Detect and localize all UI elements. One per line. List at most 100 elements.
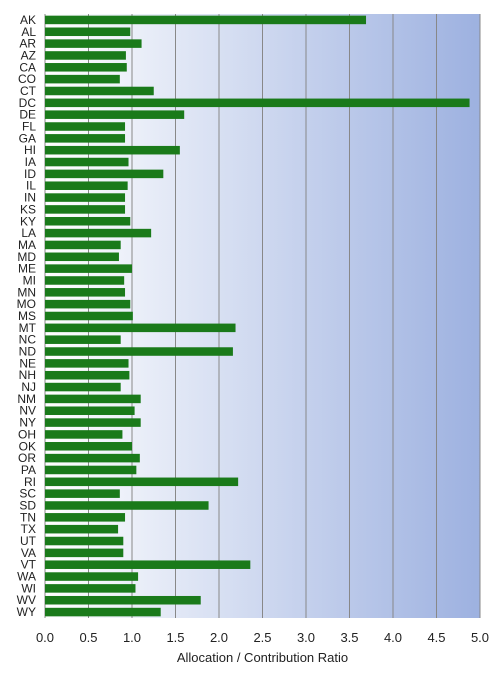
x-tick-label: 1.0 xyxy=(123,630,141,645)
bar-ms xyxy=(45,311,133,321)
category-label: OR xyxy=(18,451,36,465)
category-label: TX xyxy=(21,522,36,536)
category-label: TN xyxy=(20,510,36,524)
bar-ca xyxy=(45,63,127,72)
category-label: VA xyxy=(21,546,36,560)
x-tick-label: 3.0 xyxy=(297,630,315,645)
x-tick-label: 1.5 xyxy=(166,630,184,645)
category-label: SC xyxy=(19,487,36,501)
x-tick-label: 0.0 xyxy=(36,630,54,645)
x-tick-label: 4.5 xyxy=(427,630,445,645)
category-label: CA xyxy=(19,60,36,74)
bar-nm xyxy=(45,394,141,404)
bar-wa xyxy=(45,572,139,581)
bar-il xyxy=(45,181,128,190)
bar-ut xyxy=(45,536,124,546)
bar-ma xyxy=(45,240,121,250)
bar-de xyxy=(45,110,185,119)
x-axis-title: Allocation / Contribution Ratio xyxy=(177,650,348,665)
category-label: AL xyxy=(21,25,36,39)
bar-mi xyxy=(45,276,125,285)
x-tick-label: 3.5 xyxy=(340,630,358,645)
x-tick-label: 2.5 xyxy=(253,630,271,645)
category-label: LA xyxy=(21,226,36,240)
bar-ri xyxy=(45,477,239,487)
category-label: WV xyxy=(17,593,36,607)
x-tick-labels: 0.0 0.5 1.0 1.5 2.0 2.5 3.0 3.5 4.0 4.5 5.0 xyxy=(36,630,489,645)
category-label: PA xyxy=(21,463,36,477)
category-label: CT xyxy=(20,84,37,98)
category-label: HI xyxy=(24,143,36,157)
category-label: OH xyxy=(18,427,36,441)
category-label: GA xyxy=(19,131,36,145)
bar-hi xyxy=(45,145,180,155)
category-label: ID xyxy=(24,167,36,181)
category-label: MA xyxy=(18,238,36,252)
bar-mo xyxy=(45,299,131,309)
bar-tx xyxy=(45,524,119,534)
category-label: DE xyxy=(19,108,36,122)
bar-wi xyxy=(45,584,136,593)
bar-tn xyxy=(45,513,126,522)
category-label: AK xyxy=(20,13,36,27)
bar-la xyxy=(45,228,152,238)
category-label: WY xyxy=(17,605,36,619)
bar-nj xyxy=(45,382,121,392)
bar-dc xyxy=(45,98,470,108)
bar-co xyxy=(45,74,120,84)
category-label: NY xyxy=(19,416,36,430)
category-label: IL xyxy=(26,179,36,193)
category-label: NC xyxy=(19,333,37,347)
bar-nh xyxy=(45,370,130,380)
bar-nc xyxy=(45,335,121,344)
category-label: CO xyxy=(18,72,36,86)
bar-ks xyxy=(45,205,126,214)
bar-va xyxy=(45,548,124,558)
category-label: MN xyxy=(17,285,36,299)
category-label: ND xyxy=(19,345,37,359)
bar-ar xyxy=(45,39,142,48)
x-tick-label: 4.0 xyxy=(384,630,402,645)
category-label: KS xyxy=(20,202,36,216)
bar-fl xyxy=(45,122,126,131)
bar-ne xyxy=(45,359,129,368)
category-label: MI xyxy=(23,273,36,287)
bar-sd xyxy=(45,501,209,510)
bar-nv xyxy=(45,406,135,416)
bar-sc xyxy=(45,489,120,498)
category-label: MS xyxy=(18,309,36,323)
bar-al xyxy=(45,27,131,37)
category-label: SD xyxy=(19,498,36,512)
category-label: MO xyxy=(17,297,36,311)
category-label: NE xyxy=(19,356,36,370)
category-label: NH xyxy=(19,368,36,382)
bar-oh xyxy=(45,430,123,439)
bars xyxy=(45,15,470,617)
bar-or xyxy=(45,453,140,463)
category-label: FL xyxy=(22,120,36,134)
x-tick-label: 0.5 xyxy=(79,630,97,645)
x-tick-label: 5.0 xyxy=(471,630,489,645)
bar-vt xyxy=(45,560,251,569)
category-label: WA xyxy=(17,570,36,584)
bar-id xyxy=(45,169,164,179)
bar-mt xyxy=(45,323,236,333)
bar-az xyxy=(45,51,126,60)
category-label: UT xyxy=(20,534,37,548)
bar-ok xyxy=(45,442,132,451)
category-label: IA xyxy=(25,155,36,169)
category-label: ME xyxy=(18,262,36,276)
category-label: AZ xyxy=(21,48,36,62)
category-label: NV xyxy=(19,404,36,418)
bar-ky xyxy=(45,216,131,226)
bar-ct xyxy=(45,86,154,96)
category-label: MT xyxy=(19,321,37,335)
category-label: DC xyxy=(19,96,37,110)
bar-ga xyxy=(45,134,126,143)
bar-pa xyxy=(45,465,137,475)
category-label: IN xyxy=(24,191,36,205)
category-label: WI xyxy=(21,581,36,595)
bar-in xyxy=(45,193,126,202)
category-label: NJ xyxy=(21,380,36,394)
